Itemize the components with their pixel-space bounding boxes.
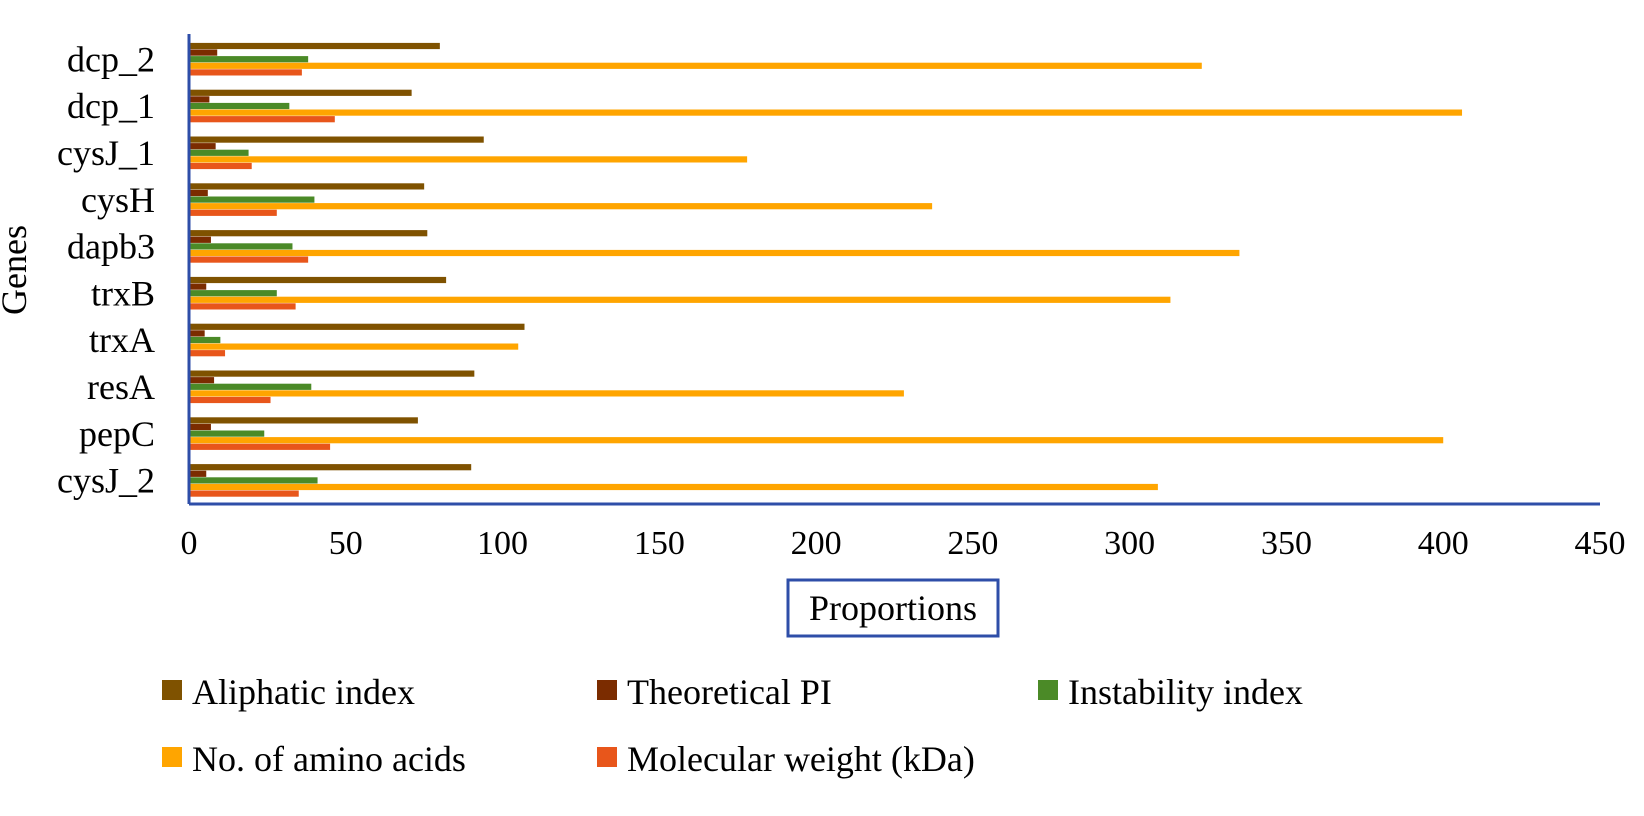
bar-cysj-2-instability-index bbox=[189, 477, 318, 484]
bar-trxa-instability-index bbox=[189, 336, 221, 344]
category-label-pepc: pepC bbox=[79, 414, 155, 454]
bar-resa-instability-index bbox=[189, 383, 312, 390]
bar-dapb3-aliphatic-index bbox=[189, 230, 428, 237]
legend-label-instability-index: Instability index bbox=[1068, 672, 1303, 712]
bar-dcp-2-no-of-amino-acids bbox=[189, 62, 1202, 69]
bar-cysj-1-no-of-amino-acids bbox=[189, 156, 748, 163]
bar-trxb-no-of-amino-acids bbox=[189, 296, 1171, 303]
bar-dcp-1-instability-index bbox=[189, 102, 290, 110]
bar-resa-molecular-weight-kda bbox=[189, 396, 271, 404]
bar-trxa-no-of-amino-acids bbox=[189, 343, 519, 350]
x-tick-label-350: 350 bbox=[1261, 525, 1312, 562]
bar-cysh-molecular-weight-kda bbox=[189, 209, 277, 216]
x-tick-label-200: 200 bbox=[791, 525, 842, 562]
x-tick-label-400: 400 bbox=[1418, 525, 1469, 562]
x-tick-label-150: 150 bbox=[634, 525, 685, 562]
x-tick-labels: 0 50 100 150 200 250 300 350 400 450 bbox=[181, 525, 1626, 562]
legend-swatch-instability-index bbox=[1038, 680, 1058, 700]
x-tick-label-0: 0 bbox=[181, 525, 198, 562]
legend-label-aliphatic-index: Aliphatic index bbox=[192, 672, 415, 712]
x-tick-label-450: 450 bbox=[1575, 525, 1626, 562]
bar-pepc-no-of-amino-acids bbox=[189, 437, 1444, 444]
bar-trxb-theoretical-pi bbox=[189, 283, 207, 290]
bar-pepc-aliphatic-index bbox=[189, 417, 418, 424]
bar-dcp-1-no-of-amino-acids bbox=[189, 109, 1463, 116]
bar-dcp-2-aliphatic-index bbox=[189, 42, 440, 50]
legend-swatch-molecular-weight-kda bbox=[597, 747, 617, 767]
bar-pepc-molecular-weight-kda bbox=[189, 443, 331, 450]
bar-cysj-2-molecular-weight-kda bbox=[189, 490, 299, 497]
bar-pepc-theoretical-pi bbox=[189, 423, 211, 431]
bar-trxa-theoretical-pi bbox=[189, 330, 205, 337]
category-label-cysh: cysH bbox=[81, 180, 155, 220]
bar-dapb3-no-of-amino-acids bbox=[189, 249, 1240, 257]
legend-swatch-aliphatic-index bbox=[162, 680, 182, 700]
legend-label-no-of-amino-acids: No. of amino acids bbox=[192, 739, 466, 779]
bar-trxa-molecular-weight-kda bbox=[189, 350, 226, 357]
bar-resa-aliphatic-index bbox=[189, 370, 475, 377]
bar-dcp-1-molecular-weight-kda bbox=[189, 116, 335, 123]
bar-resa-no-of-amino-acids bbox=[189, 390, 904, 397]
legend-label-molecular-weight-kda: Molecular weight (kDa) bbox=[627, 739, 975, 779]
x-tick-label-100: 100 bbox=[477, 525, 528, 562]
bar-cysh-aliphatic-index bbox=[189, 183, 425, 190]
category-label-trxb: trxB bbox=[91, 273, 155, 313]
bar-pepc-instability-index bbox=[189, 430, 265, 437]
y-axis-title: Genes bbox=[0, 225, 34, 315]
category-label-dapb3: dapb3 bbox=[67, 227, 155, 267]
bar-cysj-1-molecular-weight-kda bbox=[189, 162, 252, 170]
category-label-resa: resA bbox=[87, 367, 155, 407]
bar-dcp-2-molecular-weight-kda bbox=[189, 69, 302, 76]
bar-trxa-aliphatic-index bbox=[189, 323, 525, 330]
bar-cysj-1-theoretical-pi bbox=[189, 143, 216, 150]
x-axis-title: Proportions bbox=[809, 588, 977, 628]
category-label-cysj-1: cysJ_1 bbox=[57, 133, 155, 173]
category-label-cysj-2: cysJ_2 bbox=[57, 461, 155, 501]
bar-dapb3-instability-index bbox=[189, 243, 293, 250]
legend: Aliphatic index Theoretical PI Instability… bbox=[162, 672, 1303, 779]
bar-dcp-1-theoretical-pi bbox=[189, 96, 210, 103]
legend-swatch-no-of-amino-acids bbox=[162, 747, 182, 767]
legend-swatch-theoretical-pi bbox=[597, 680, 617, 700]
x-tick-label-50: 50 bbox=[329, 525, 363, 562]
bar-dcp-2-theoretical-pi bbox=[189, 49, 218, 56]
bar-cysj-1-instability-index bbox=[189, 149, 249, 156]
bar-cysj-2-aliphatic-index bbox=[189, 464, 472, 471]
bar-dapb3-theoretical-pi bbox=[189, 236, 211, 243]
bar-dapb3-molecular-weight-kda bbox=[189, 256, 309, 263]
x-tick-label-250: 250 bbox=[947, 525, 998, 562]
bar-cysj-2-no-of-amino-acids bbox=[189, 483, 1158, 491]
bar-dcp-1-aliphatic-index bbox=[189, 89, 412, 96]
bar-dcp-2-instability-index bbox=[189, 56, 309, 63]
category-label-dcp-2: dcp_2 bbox=[67, 39, 155, 79]
bar-cysj-1-aliphatic-index bbox=[189, 136, 484, 143]
category-label-dcp-1: dcp_1 bbox=[67, 86, 155, 126]
x-tick-label-300: 300 bbox=[1104, 525, 1155, 562]
bar-trxb-molecular-weight-kda bbox=[189, 303, 296, 310]
bar-cysh-no-of-amino-acids bbox=[189, 203, 933, 210]
bar-cysh-instability-index bbox=[189, 196, 315, 203]
bar-trxb-instability-index bbox=[189, 290, 277, 297]
legend-label-theoretical-pi: Theoretical PI bbox=[627, 672, 832, 712]
bar-resa-theoretical-pi bbox=[189, 377, 215, 384]
bar-cysj-2-theoretical-pi bbox=[189, 470, 207, 477]
category-label-trxa: trxA bbox=[89, 320, 155, 360]
category-labels: cysJ_2 pepC resA trxA trxB dapb3 cysH cysJ_1 dcp… bbox=[57, 39, 155, 500]
bar-cysh-theoretical-pi bbox=[189, 189, 208, 197]
bar-trxb-aliphatic-index bbox=[189, 276, 447, 284]
bars-layer bbox=[189, 42, 1463, 497]
x-axis-title-box bbox=[786, 578, 1000, 638]
